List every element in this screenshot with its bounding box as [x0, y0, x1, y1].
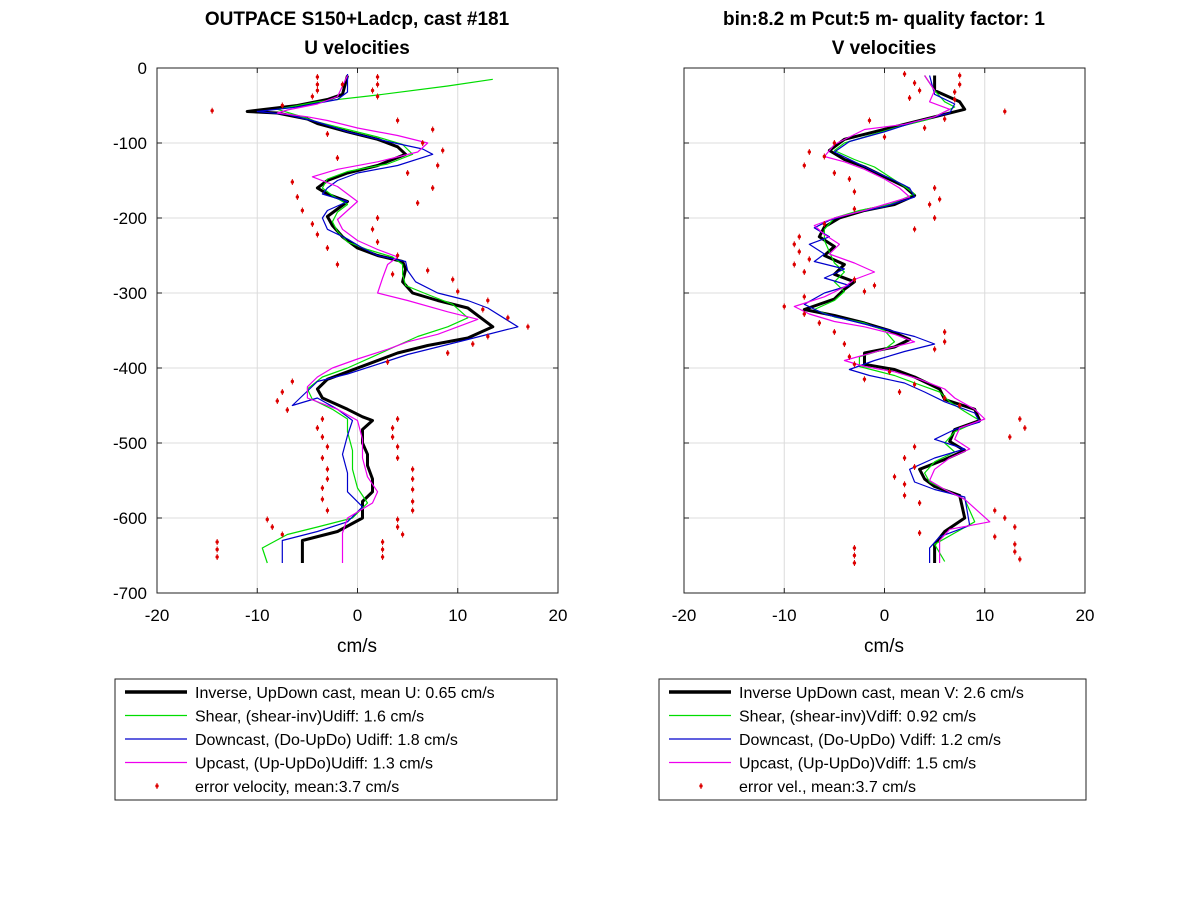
u-y-tick-label: -500 [113, 434, 147, 453]
u-y-tick-label: -200 [113, 209, 147, 228]
v-velocity-panel: bin:8.2 m Pcut:5 m- quality factor: 1 V … [658, 9, 1095, 801]
u-legend-3-label: Upcast, (Up-UpDo)Udiff: 1.3 cm/s [195, 756, 433, 773]
u-y-tick-label: -300 [113, 284, 147, 303]
u-y-tick-label: -700 [113, 584, 147, 603]
v-x-tick-label: 0 [880, 606, 889, 625]
u-panel-title: OUTPACE S150+Ladcp, cast #181 [205, 9, 510, 30]
u-y-tick-label: -100 [113, 134, 147, 153]
v-legend-4-label: error vel., mean:3.7 cm/s [739, 779, 916, 796]
v-series-0-line [802, 75, 982, 563]
v-x-tick-label: -20 [672, 606, 697, 625]
u-legend-4-label: error velocity, mean:3.7 cm/s [195, 779, 399, 796]
u-panel-subtitle: U velocities [304, 38, 410, 59]
u-y-tick-label: -600 [113, 509, 147, 528]
v-legend-1-label: Shear, (shear-inv)Vdiff: 0.92 cm/s [739, 709, 976, 726]
v-x-axis-label: cm/s [864, 636, 904, 657]
v-series-2-line [803, 75, 981, 563]
v-legend-0-label: Inverse UpDown cast, mean V: 2.6 cm/s [739, 685, 1024, 702]
v-legend-3-label: Upcast, (Up-UpDo)Vdiff: 1.5 cm/s [739, 756, 976, 773]
u-legend-0-label: Inverse, UpDown cast, mean U: 0.65 cm/s [195, 685, 495, 702]
v-x-tick-label: 10 [975, 606, 994, 625]
u-velocity-panel: OUTPACE S150+Ladcp, cast #181 U velociti… [113, 9, 568, 801]
u-x-tick-label: 10 [448, 606, 467, 625]
v-x-tick-label: -10 [772, 606, 797, 625]
u-x-tick-label: -20 [145, 606, 170, 625]
u-series-2-line [256, 74, 519, 563]
u-legend-box [114, 678, 558, 801]
v-legend-2-label: Downcast, (Do-UpDo) Vdiff: 1.2 cm/s [739, 732, 1001, 749]
u-legend-1-label: Shear, (shear-inv)Udiff: 1.6 cm/s [195, 709, 424, 726]
u-axes-frame [156, 67, 559, 594]
u-y-tick-label: -400 [113, 359, 147, 378]
v-panel-title: bin:8.2 m Pcut:5 m- quality factor: 1 [723, 9, 1045, 30]
u-x-tick-label: 20 [549, 606, 568, 625]
u-x-axis-label: cm/s [337, 636, 377, 657]
u-series-3-line [276, 75, 479, 563]
u-series-1-line [261, 78, 493, 564]
v-panel-subtitle: V velocities [832, 38, 937, 59]
u-y-tick-label: 0 [138, 59, 147, 78]
u-x-tick-label: -10 [245, 606, 270, 625]
v-series-3-line [793, 75, 991, 563]
u-legend-2-label: Downcast, (Do-UpDo) Udiff: 1.8 cm/s [195, 732, 458, 749]
u-x-tick-label: 0 [353, 606, 362, 625]
v-x-tick-label: 20 [1076, 606, 1095, 625]
v-axes-frame [683, 67, 1086, 594]
